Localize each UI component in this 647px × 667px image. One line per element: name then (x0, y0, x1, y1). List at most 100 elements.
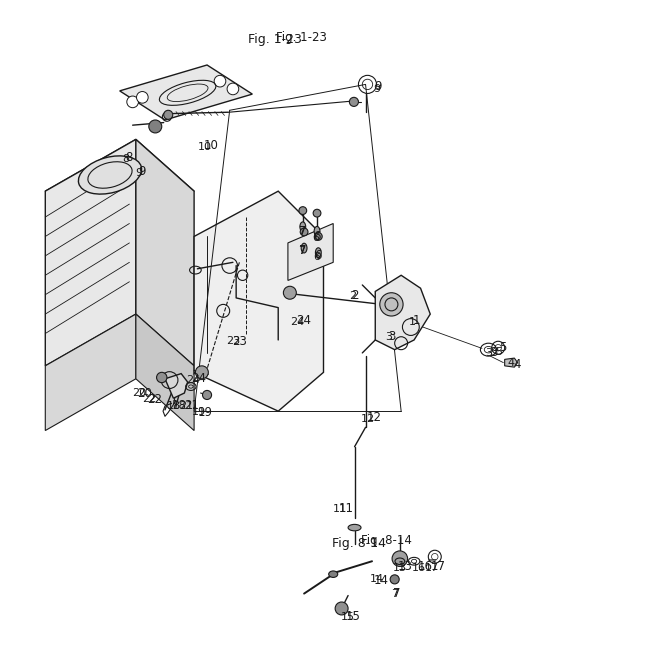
Ellipse shape (315, 247, 321, 257)
Text: 16: 16 (417, 560, 432, 573)
Ellipse shape (314, 226, 320, 236)
Text: 23: 23 (232, 335, 247, 348)
Text: 10: 10 (204, 139, 219, 152)
Text: 24: 24 (296, 314, 311, 327)
Text: Fig. 8-14: Fig. 8-14 (332, 538, 386, 550)
Circle shape (227, 83, 239, 95)
Circle shape (137, 91, 148, 103)
Text: 19: 19 (198, 406, 213, 419)
Polygon shape (136, 139, 194, 366)
Text: 7: 7 (391, 588, 399, 598)
Circle shape (214, 75, 226, 87)
Polygon shape (120, 65, 252, 120)
Polygon shape (45, 314, 136, 431)
Ellipse shape (329, 571, 338, 578)
Circle shape (203, 390, 212, 400)
Text: 6: 6 (314, 252, 320, 262)
Text: 8: 8 (122, 154, 130, 164)
Circle shape (283, 286, 296, 299)
Circle shape (299, 207, 307, 215)
Text: 9: 9 (138, 165, 146, 178)
Ellipse shape (301, 243, 307, 253)
Text: 22: 22 (142, 394, 156, 404)
Circle shape (349, 97, 358, 107)
Text: 13: 13 (393, 563, 407, 573)
Ellipse shape (300, 222, 305, 231)
Text: 3: 3 (485, 348, 492, 358)
Text: 21: 21 (179, 401, 193, 411)
Circle shape (314, 233, 322, 240)
Text: 17: 17 (431, 560, 446, 573)
Text: Fig. 8-14: Fig. 8-14 (361, 534, 412, 547)
Text: 5: 5 (495, 347, 501, 357)
Text: 9: 9 (373, 84, 381, 94)
Text: 10: 10 (198, 142, 212, 152)
Text: 4: 4 (513, 358, 521, 371)
Text: 7: 7 (298, 245, 305, 255)
Text: 17: 17 (425, 563, 439, 573)
Text: 7: 7 (299, 225, 307, 237)
Text: 22: 22 (148, 393, 162, 406)
Polygon shape (505, 358, 518, 367)
Polygon shape (45, 139, 136, 366)
Text: 18: 18 (171, 400, 186, 412)
Polygon shape (375, 275, 430, 350)
Text: 1: 1 (410, 317, 416, 327)
Text: 3: 3 (490, 346, 497, 360)
Ellipse shape (348, 524, 361, 531)
Circle shape (313, 209, 321, 217)
Text: 12: 12 (366, 411, 381, 424)
Text: Fig. 1-23: Fig. 1-23 (248, 33, 302, 45)
Text: 15: 15 (341, 612, 355, 622)
Ellipse shape (78, 156, 142, 194)
Text: 4: 4 (507, 358, 515, 368)
Circle shape (164, 110, 173, 119)
Text: 23: 23 (226, 336, 240, 346)
Text: 5: 5 (499, 342, 507, 354)
Text: 21: 21 (184, 400, 199, 412)
Circle shape (195, 366, 208, 379)
Circle shape (380, 293, 403, 316)
Circle shape (392, 551, 408, 566)
Text: 20: 20 (132, 388, 146, 398)
Text: 19: 19 (192, 408, 206, 418)
Text: 16: 16 (412, 563, 426, 573)
Text: 3: 3 (385, 331, 391, 342)
Circle shape (157, 372, 167, 383)
Text: 7: 7 (393, 587, 401, 600)
Circle shape (127, 96, 138, 107)
Text: 14: 14 (374, 574, 389, 587)
Text: 24: 24 (291, 317, 305, 327)
Text: 6: 6 (314, 249, 322, 262)
Text: 15: 15 (346, 610, 361, 624)
Polygon shape (194, 191, 324, 411)
Text: 7: 7 (298, 226, 305, 236)
Text: 9: 9 (135, 168, 143, 178)
Text: 7: 7 (299, 244, 307, 257)
Polygon shape (165, 374, 188, 398)
Text: 14: 14 (369, 574, 384, 584)
Polygon shape (288, 223, 333, 280)
Text: 20: 20 (137, 386, 152, 400)
Text: 18: 18 (166, 401, 181, 411)
Circle shape (149, 120, 162, 133)
Text: 2: 2 (351, 289, 359, 302)
Text: 11: 11 (333, 504, 347, 514)
Text: 9: 9 (375, 80, 382, 93)
Text: 6: 6 (313, 230, 321, 243)
Text: 13: 13 (397, 560, 412, 573)
Text: 1: 1 (413, 314, 421, 327)
Text: 2: 2 (349, 291, 356, 301)
Text: 24: 24 (186, 375, 200, 385)
Text: 12: 12 (360, 414, 375, 424)
Text: 8: 8 (125, 151, 132, 164)
Polygon shape (136, 314, 194, 431)
Text: 11: 11 (338, 502, 353, 515)
Text: Fig. 1-23: Fig. 1-23 (276, 31, 327, 43)
Circle shape (335, 602, 348, 615)
Circle shape (390, 575, 399, 584)
Text: 3: 3 (388, 329, 395, 343)
Circle shape (300, 228, 308, 236)
Text: 6: 6 (313, 233, 319, 243)
Text: 24: 24 (192, 372, 206, 386)
